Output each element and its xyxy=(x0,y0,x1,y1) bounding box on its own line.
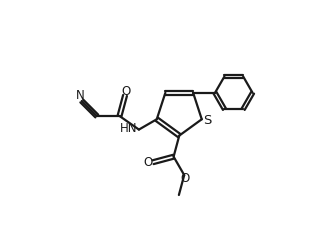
Text: O: O xyxy=(121,85,130,98)
Text: N: N xyxy=(76,89,85,102)
Text: O: O xyxy=(144,156,153,169)
Text: S: S xyxy=(203,114,211,127)
Text: O: O xyxy=(180,172,189,185)
Text: HN: HN xyxy=(120,123,137,135)
